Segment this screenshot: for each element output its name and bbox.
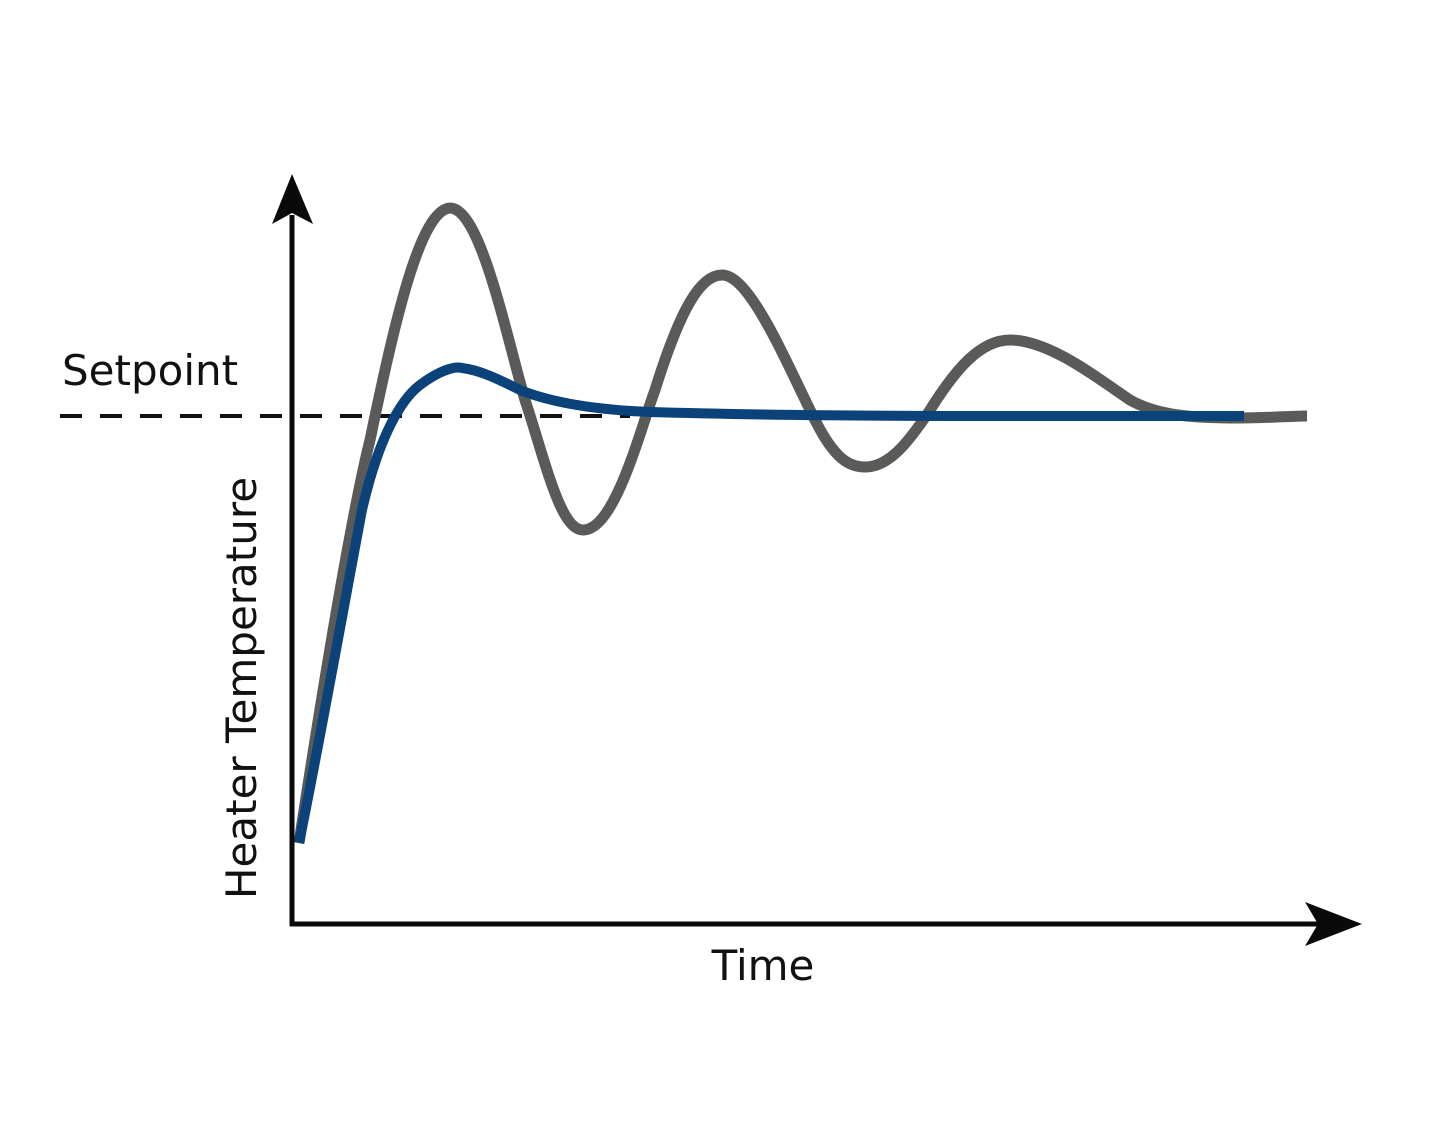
x-axis-label: Time <box>711 941 815 990</box>
damped-response-curve <box>294 362 1244 844</box>
y-axis-arrow-icon <box>272 174 313 224</box>
x-axis-arrow-icon <box>1305 902 1362 946</box>
setpoint-label: Setpoint <box>62 346 238 395</box>
oscillating-response-curve <box>293 202 1308 844</box>
y-axis-label: Heater Temperature <box>217 477 266 899</box>
